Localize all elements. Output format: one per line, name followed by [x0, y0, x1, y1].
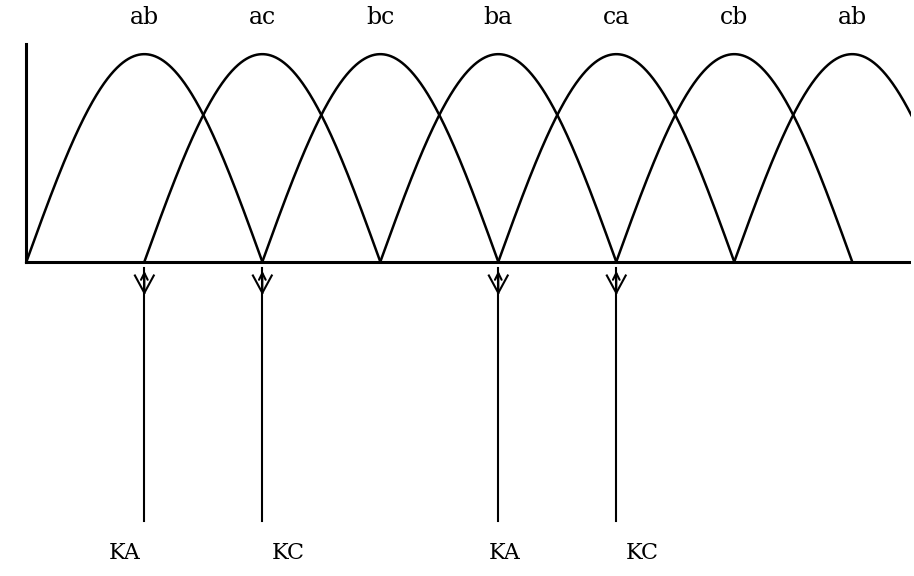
Text: cb: cb: [720, 6, 749, 29]
Text: KC: KC: [626, 542, 659, 564]
Text: ba: ba: [484, 6, 513, 29]
Text: ab: ab: [837, 6, 866, 29]
Text: ca: ca: [602, 6, 630, 29]
Text: ab: ab: [130, 6, 159, 29]
Text: KA: KA: [489, 542, 521, 564]
Text: ac: ac: [249, 6, 276, 29]
Text: KA: KA: [109, 542, 141, 564]
Text: bc: bc: [367, 6, 395, 29]
Text: KC: KC: [271, 542, 304, 564]
